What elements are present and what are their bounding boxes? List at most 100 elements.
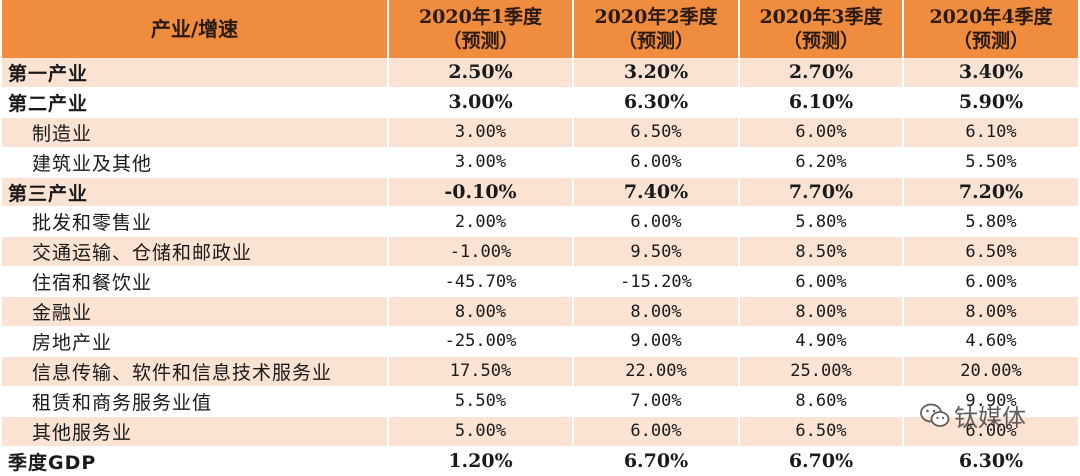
growth-cell-q1: -25.00% xyxy=(388,326,574,357)
growth-cell-q1: -45.70% xyxy=(388,266,574,298)
row-label: 金融业 xyxy=(2,296,389,328)
column-header-title: 2020年4季度 xyxy=(929,6,1053,28)
growth-cell-q2: 6.00% xyxy=(573,416,740,447)
growth-cell-q2: 7.00% xyxy=(573,386,740,417)
growth-cell-q4: 7.20% xyxy=(903,177,1078,208)
growth-cell-q2: 22.00% xyxy=(573,356,740,387)
growth-cell-q3: 6.70% xyxy=(739,446,904,476)
column-header-title: 2020年2季度 xyxy=(594,6,718,28)
row-label: 其他服务业 xyxy=(2,416,389,447)
column-header-note: （预测） xyxy=(952,30,1029,52)
growth-cell-q3: 2.70% xyxy=(739,58,904,88)
growth-cell-q1: 3.00% xyxy=(388,87,574,118)
growth-cell-q2: 6.00% xyxy=(573,147,740,178)
corner-header: 产业/增速 xyxy=(2,0,389,58)
growth-cell-q1: 5.00% xyxy=(388,416,574,447)
row-label: 住宿和餐饮业 xyxy=(2,266,389,298)
row-label: 建筑业及其他 xyxy=(2,147,389,178)
column-header-note: （预测） xyxy=(617,30,694,52)
row-label: 季度GDP xyxy=(2,446,389,476)
growth-cell-q3: 6.20% xyxy=(739,147,904,178)
growth-cell-q4: 6.10% xyxy=(903,117,1078,148)
column-header-note: （预测） xyxy=(782,30,859,52)
growth-cell-q3: 4.90% xyxy=(739,326,904,357)
growth-cell-q3: 25.00% xyxy=(739,356,904,387)
table-row: 第二产业 3.00% 6.30% 6.10% 5.90% xyxy=(2,87,1078,118)
growth-cell-q2: -15.20% xyxy=(573,266,740,298)
growth-cell-q1: 3.00% xyxy=(388,117,574,148)
column-header-q2: 2020年2季度 （预测） xyxy=(573,0,740,58)
row-label: 第三产业 xyxy=(2,177,389,208)
column-header-q4: 2020年4季度 （预测） xyxy=(903,0,1078,58)
table-row: 房地产业 -25.00% 9.00% 4.90% 4.60% xyxy=(2,326,1078,357)
column-header-title: 2020年3季度 xyxy=(759,6,883,28)
header-row: 产业/增速 2020年1季度 （预测） 2020年2季度 （预测） 2020年3… xyxy=(2,0,1078,58)
table-row: 交通运输、仓储和邮政业 -1.00% 9.50% 8.50% 6.50% xyxy=(2,236,1078,268)
table-header: 产业/增速 2020年1季度 （预测） 2020年2季度 （预测） 2020年3… xyxy=(2,0,1078,58)
growth-cell-q1: -0.10% xyxy=(388,177,574,208)
growth-cell-q3: 6.00% xyxy=(739,266,904,298)
growth-cell-q4: 3.40% xyxy=(903,58,1078,88)
growth-cell-q2: 3.20% xyxy=(573,58,740,88)
growth-cell-q3: 6.10% xyxy=(739,87,904,118)
growth-cell-q4: 20.00% xyxy=(903,356,1078,387)
column-header-q1: 2020年1季度 （预测） xyxy=(388,0,574,58)
table-row: 金融业 8.00% 8.00% 8.00% 8.00% xyxy=(2,296,1078,328)
growth-cell-q2: 6.00% xyxy=(573,206,740,238)
row-label: 第二产业 xyxy=(2,87,389,118)
table-row: 制造业 3.00% 6.50% 6.00% 6.10% xyxy=(2,117,1078,148)
growth-cell-q4: 6.00% xyxy=(903,416,1078,447)
row-label: 信息传输、软件和信息技术服务业 xyxy=(2,356,389,387)
growth-cell-q3: 7.70% xyxy=(739,177,904,208)
table-row: 第三产业 -0.10% 7.40% 7.70% 7.20% xyxy=(2,177,1078,208)
table-row: 租赁和商务服务业值 5.50% 7.00% 8.60% 9.90% xyxy=(2,386,1078,417)
growth-cell-q3: 6.50% xyxy=(739,416,904,447)
growth-cell-q4: 4.60% xyxy=(903,326,1078,357)
growth-cell-q3: 8.50% xyxy=(739,236,904,268)
table-row: 住宿和餐饮业 -45.70% -15.20% 6.00% 6.00% xyxy=(2,266,1078,298)
growth-cell-q1: 8.00% xyxy=(388,296,574,328)
row-label: 房地产业 xyxy=(2,326,389,357)
growth-cell-q4: 6.00% xyxy=(903,266,1078,298)
growth-cell-q2: 6.70% xyxy=(573,446,740,476)
column-header-q3: 2020年3季度 （预测） xyxy=(739,0,904,58)
table-row: 批发和零售业 2.00% 6.00% 5.80% 5.80% xyxy=(2,206,1078,238)
growth-cell-q2: 9.50% xyxy=(573,236,740,268)
growth-cell-q4: 9.90% xyxy=(903,386,1078,417)
table-row: 第一产业 2.50% 3.20% 2.70% 3.40% xyxy=(2,58,1078,88)
table-row: 季度GDP 1.20% 6.70% 6.70% 6.30% xyxy=(2,446,1078,476)
growth-cell-q1: 2.50% xyxy=(388,58,574,88)
growth-cell-q3: 5.80% xyxy=(739,206,904,238)
growth-cell-q3: 8.00% xyxy=(739,296,904,328)
column-header-note: （预测） xyxy=(442,30,519,52)
column-header-title: 2020年1季度 xyxy=(418,6,543,28)
growth-cell-q1: 3.00% xyxy=(388,147,574,178)
growth-cell-q2: 8.00% xyxy=(573,296,740,328)
table-row: 信息传输、软件和信息技术服务业 17.50% 22.00% 25.00% 20.00% xyxy=(2,356,1078,387)
growth-cell-q1: 17.50% xyxy=(388,356,574,387)
growth-cell-q4: 5.90% xyxy=(903,87,1078,118)
growth-cell-q4: 8.00% xyxy=(903,296,1078,328)
row-label: 交通运输、仓储和邮政业 xyxy=(2,236,389,268)
growth-cell-q4: 5.80% xyxy=(903,206,1078,238)
growth-cell-q1: 1.20% xyxy=(388,446,574,476)
row-label: 租赁和商务服务业值 xyxy=(2,386,389,417)
growth-cell-q2: 9.00% xyxy=(573,326,740,357)
table-body: 第一产业 2.50% 3.20% 2.70% 3.40% 第二产业 3.00% 6.30% 6.… xyxy=(2,58,1078,476)
row-label: 制造业 xyxy=(2,117,389,148)
growth-cell-q4: 5.50% xyxy=(903,147,1078,178)
growth-cell-q2: 6.50% xyxy=(573,117,740,148)
growth-cell-q3: 6.00% xyxy=(739,117,904,148)
growth-cell-q2: 7.40% xyxy=(573,177,740,208)
growth-cell-q2: 6.30% xyxy=(573,87,740,118)
growth-cell-q4: 6.30% xyxy=(903,446,1078,476)
row-label: 批发和零售业 xyxy=(2,206,389,238)
growth-cell-q1: 5.50% xyxy=(388,386,574,417)
growth-cell-q4: 6.50% xyxy=(903,236,1078,268)
table-row: 其他服务业 5.00% 6.00% 6.50% 6.00% xyxy=(2,416,1078,447)
growth-cell-q3: 8.60% xyxy=(739,386,904,417)
growth-cell-q1: 2.00% xyxy=(388,206,574,238)
row-label: 第一产业 xyxy=(2,58,389,88)
